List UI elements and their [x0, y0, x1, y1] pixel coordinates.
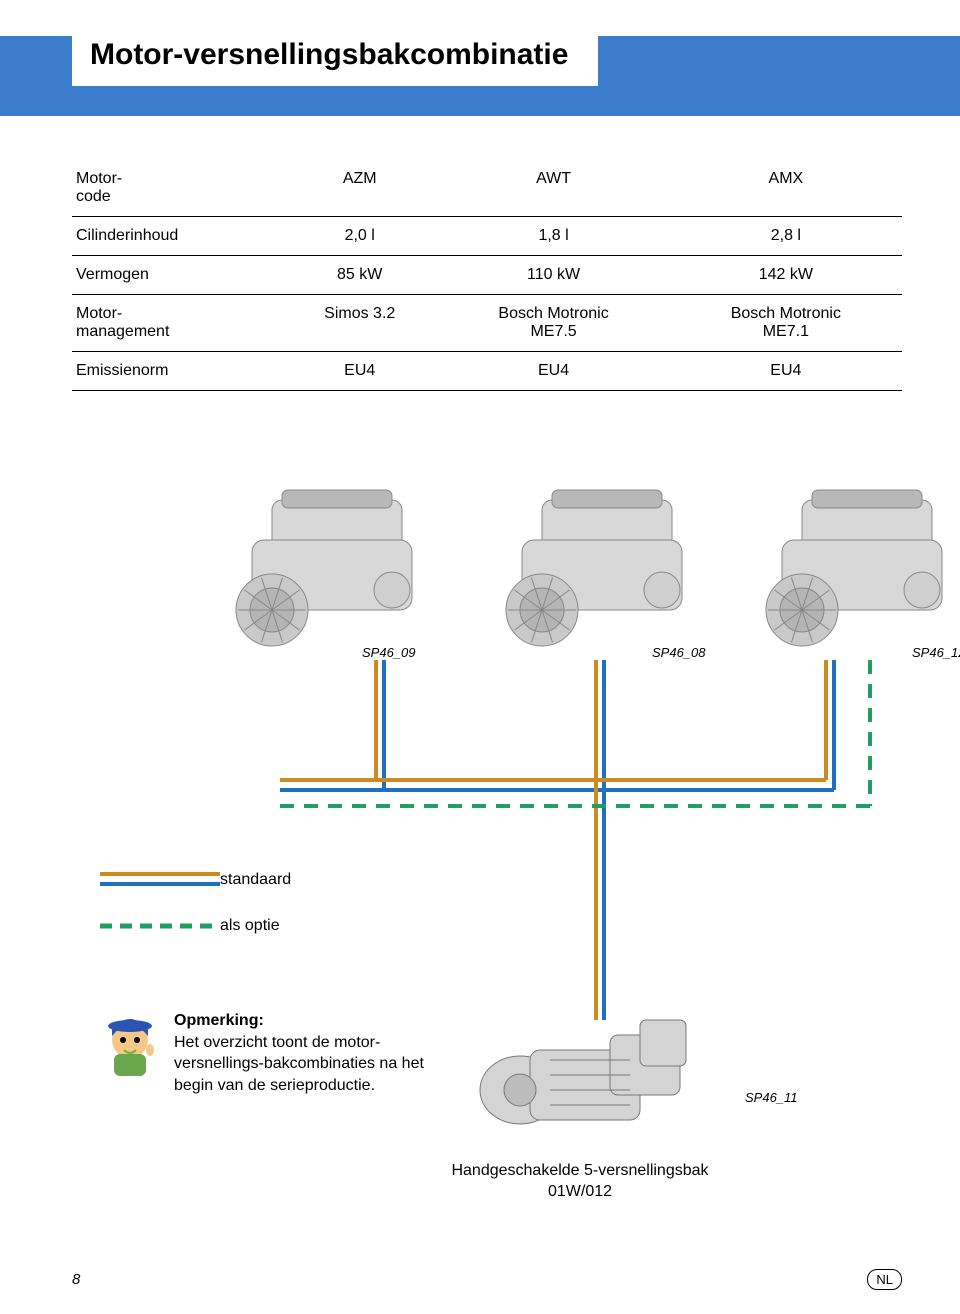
- cell: 1,8 l: [437, 217, 669, 256]
- cell: EU4: [437, 352, 669, 391]
- table-row: Motor-managementSimos 3.2Bosch MotronicM…: [72, 295, 902, 352]
- row-label: Emissienorm: [72, 352, 282, 391]
- row-label: Cilinderinhoud: [72, 217, 282, 256]
- gearbox-caption-2: 01W/012: [548, 1183, 612, 1200]
- cell: EU4: [670, 352, 902, 391]
- row-label: Vermogen: [72, 256, 282, 295]
- engine-illustration: [742, 470, 960, 660]
- table-row: Motor-codeAZMAWTAMX: [72, 170, 902, 217]
- cell: 85 kW: [282, 256, 437, 295]
- lang-badge: NL: [867, 1269, 902, 1290]
- page-number: 8: [72, 1271, 80, 1288]
- title-box: Motor-versnellingsbakcombinatie: [72, 24, 598, 86]
- gearbox-caption: Handgeschakelde 5-versnellingsbak 01W/01…: [445, 1161, 715, 1203]
- table-row: Vermogen85 kW110 kW142 kW: [72, 256, 902, 295]
- gearbox-caption-1: Handgeschakelde 5-versnellingsbak: [451, 1162, 708, 1179]
- connection-diagram: [0, 650, 960, 1100]
- page-title: Motor-versnellingsbakcombinatie: [90, 38, 568, 72]
- cell: Simos 3.2: [282, 295, 437, 352]
- table-row: EmissienormEU4EU4EU4: [72, 352, 902, 391]
- cell: EU4: [282, 352, 437, 391]
- spec-table: Motor-codeAZMAWTAMXCilinderinhoud2,0 l1,…: [72, 170, 902, 391]
- row-label: Motor-code: [72, 170, 282, 217]
- cell: 2,0 l: [282, 217, 437, 256]
- page: Motor-versnellingsbakcombinatie Motor-co…: [0, 0, 960, 1314]
- row-label: Motor-management: [72, 295, 282, 352]
- cell: 142 kW: [670, 256, 902, 295]
- cell: 2,8 l: [670, 217, 902, 256]
- cell: Bosch MotronicME7.5: [437, 295, 669, 352]
- cell: AWT: [437, 170, 669, 217]
- cell: AZM: [282, 170, 437, 217]
- cell: 110 kW: [437, 256, 669, 295]
- cell: Bosch MotronicME7.1: [670, 295, 902, 352]
- cell: AMX: [670, 170, 902, 217]
- table-row: Cilinderinhoud2,0 l1,8 l2,8 l: [72, 217, 902, 256]
- engine-illustration: [212, 470, 452, 660]
- footer: 8 NL: [72, 1269, 902, 1290]
- engine-illustration: [482, 470, 722, 660]
